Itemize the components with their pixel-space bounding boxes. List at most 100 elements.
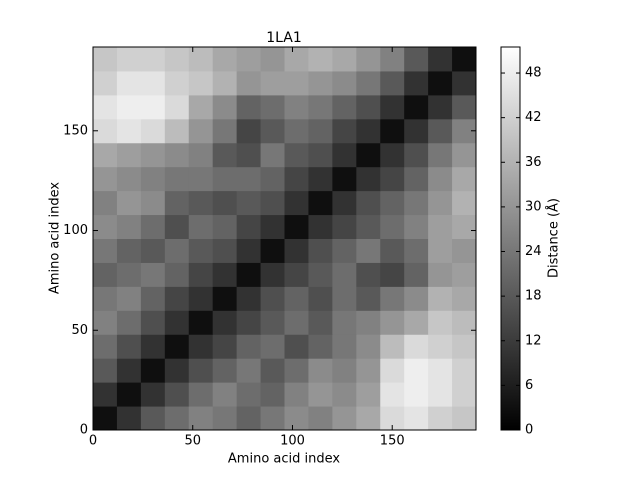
heatmap-cell	[236, 286, 262, 311]
heatmap-cell	[116, 166, 142, 192]
heatmap-cell	[404, 190, 429, 216]
heatmap-cell	[188, 118, 214, 144]
heatmap-cell	[212, 70, 238, 96]
heatmap-cell	[164, 190, 190, 216]
heatmap-cell	[308, 238, 333, 263]
heatmap-cell	[356, 94, 381, 120]
heatmap-cell	[260, 214, 285, 239]
heatmap-cell	[212, 190, 238, 216]
heatmap-cell	[332, 310, 357, 335]
heatmap-cell	[260, 310, 285, 335]
heatmap-cell	[404, 94, 429, 120]
heatmap-cell	[356, 262, 381, 287]
heatmap-cell	[356, 70, 381, 96]
heatmap-cell	[356, 334, 381, 359]
heatmap-cell	[332, 334, 357, 359]
heatmap-cell	[356, 382, 381, 407]
heatmap-cell	[236, 118, 262, 144]
heatmap-cell	[260, 94, 285, 120]
heatmap-cell	[116, 70, 142, 96]
y-tick-label: 150	[63, 123, 88, 138]
heatmap-cell	[140, 166, 166, 192]
heatmap-cell	[332, 406, 357, 431]
heatmap-cell	[140, 286, 166, 311]
heatmap-cell	[404, 70, 429, 96]
heatmap-cell	[308, 190, 333, 216]
heatmap-cell	[164, 118, 190, 144]
plot-frame	[92, 46, 477, 431]
x-tick-label: 150	[380, 434, 405, 449]
heatmap-cell	[284, 382, 309, 407]
heatmap-cell	[380, 358, 405, 383]
heatmap-cell	[452, 262, 477, 287]
heatmap-cell	[188, 166, 214, 192]
heatmap-cell	[428, 358, 453, 383]
heatmap-cell	[452, 406, 477, 431]
heatmap-cell	[308, 214, 333, 239]
heatmap-cell	[93, 238, 118, 263]
heatmap-cell	[428, 382, 453, 407]
colorbar-tick-label: 24	[525, 244, 542, 259]
heatmap-cell	[332, 47, 357, 72]
heatmap-cell	[308, 47, 333, 72]
heatmap-cell	[188, 214, 214, 239]
heatmap-cell	[308, 286, 333, 311]
heatmap-cell	[140, 382, 166, 407]
heatmap-cell	[308, 142, 333, 168]
heatmap-cell	[284, 406, 309, 431]
heatmap-cell	[356, 47, 381, 72]
heatmap-cell	[116, 310, 142, 335]
heatmap-cell	[380, 190, 405, 216]
heatmap-cell	[236, 238, 262, 263]
heatmap-cell	[164, 238, 190, 263]
heatmap-cell	[428, 118, 453, 144]
heatmap-cell	[260, 286, 285, 311]
heatmap-cell	[260, 47, 285, 72]
heatmap-cell	[332, 382, 357, 407]
heatmap-cell	[380, 70, 405, 96]
heatmap-cell	[188, 334, 214, 359]
heatmap-cell	[380, 166, 405, 192]
heatmap-cell	[116, 334, 142, 359]
y-tick-label: 0	[80, 423, 88, 438]
heatmap-cell	[356, 358, 381, 383]
heatmap-cell	[236, 70, 262, 96]
heatmap-cell	[380, 142, 405, 168]
heatmap-cell	[452, 190, 477, 216]
heatmap-cell	[356, 190, 381, 216]
heatmap-cell	[236, 382, 262, 407]
heatmap-cell	[236, 94, 262, 120]
heatmap-cell	[116, 47, 142, 72]
heatmap-cell	[260, 142, 285, 168]
heatmap-cell	[404, 142, 429, 168]
heatmap-cell	[116, 142, 142, 168]
heatmap-cell	[332, 358, 357, 383]
heatmap-cell	[236, 310, 262, 335]
heatmap-cell	[164, 142, 190, 168]
heatmap-cell	[93, 94, 118, 120]
heatmap-cell	[188, 70, 214, 96]
heatmap-cell	[212, 166, 238, 192]
heatmap-cell	[93, 406, 118, 431]
heatmap-cell	[236, 406, 262, 431]
heatmap-cell	[188, 94, 214, 120]
heatmap-cell	[404, 382, 429, 407]
heatmap-cell	[164, 310, 190, 335]
heatmap-cell	[116, 190, 142, 216]
heatmap-cell	[236, 358, 262, 383]
heatmap-cell	[93, 262, 118, 287]
y-axis-label: Amino acid index	[48, 182, 63, 294]
heatmap-cell	[356, 310, 381, 335]
heatmap-cell	[260, 70, 285, 96]
heatmap-cell	[356, 118, 381, 144]
heatmap-cell	[116, 286, 142, 311]
heatmap-cell	[404, 166, 429, 192]
heatmap-cell	[428, 214, 453, 239]
y-tick-label: 100	[63, 223, 88, 238]
heatmap-cell	[452, 286, 477, 311]
heatmap-cell	[188, 358, 214, 383]
heatmap-cell	[260, 334, 285, 359]
heatmap-cell	[260, 406, 285, 431]
heatmap-cell	[140, 190, 166, 216]
heatmap-cell	[284, 238, 309, 263]
